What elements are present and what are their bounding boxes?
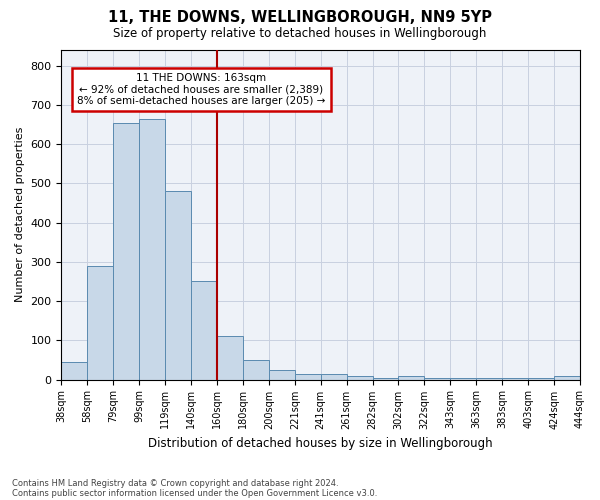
Bar [502,378,528,380]
Bar [554,376,580,380]
Text: 11, THE DOWNS, WELLINGBOROUGH, NN9 5YP: 11, THE DOWNS, WELLINGBOROUGH, NN9 5YP [108,10,492,25]
Bar [88,266,113,380]
Bar [243,360,269,380]
Text: Size of property relative to detached houses in Wellingborough: Size of property relative to detached ho… [113,28,487,40]
Text: 11 THE DOWNS: 163sqm
← 92% of detached houses are smaller (2,389)
8% of semi-det: 11 THE DOWNS: 163sqm ← 92% of detached h… [77,73,326,106]
Bar [424,378,451,380]
Text: Contains HM Land Registry data © Crown copyright and database right 2024.: Contains HM Land Registry data © Crown c… [12,478,338,488]
Bar [217,336,243,380]
Bar [398,376,424,380]
Y-axis label: Number of detached properties: Number of detached properties [15,127,25,302]
Bar [113,122,139,380]
Bar [476,378,502,380]
Text: Contains public sector information licensed under the Open Government Licence v3: Contains public sector information licen… [12,488,377,498]
Bar [451,378,476,380]
Bar [528,378,554,380]
Bar [295,374,321,380]
Bar [139,118,165,380]
X-axis label: Distribution of detached houses by size in Wellingborough: Distribution of detached houses by size … [148,437,493,450]
Bar [373,378,398,380]
Bar [269,370,295,380]
Bar [191,282,217,380]
Bar [347,376,373,380]
Bar [321,374,347,380]
Bar [61,362,88,380]
Bar [165,191,191,380]
